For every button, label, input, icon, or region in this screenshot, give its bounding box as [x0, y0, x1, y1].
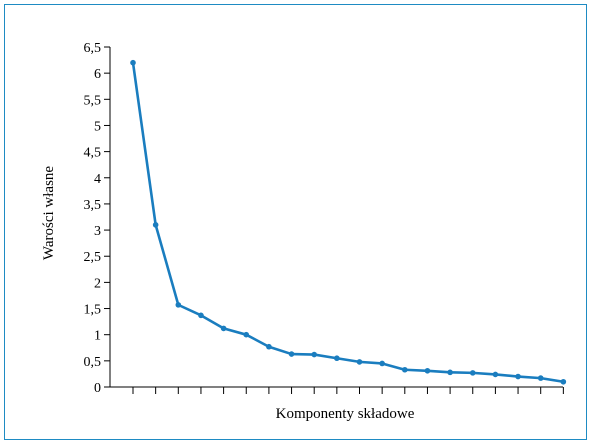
y-axis: 0 0,5 1 1,5 2 2,5 3 3,5 4 4,5 5 5,5 6 6,5 [84, 41, 111, 396]
data-point [356, 359, 363, 365]
data-point [288, 351, 295, 357]
y-tick-label: 4 [94, 172, 101, 187]
y-tick-label: 4,5 [84, 146, 102, 161]
data-point [402, 366, 408, 373]
chart-frame [4, 4, 587, 440]
y-tick-label: 0 [94, 381, 101, 396]
y-tick-label: 1 [94, 329, 101, 344]
y-tick-label: 2 [94, 276, 101, 291]
y-tick-label: 2,5 [84, 250, 102, 265]
data-point [175, 302, 182, 308]
data-point [379, 360, 385, 367]
data-point [198, 312, 204, 319]
y-tick-label: 1,5 [84, 303, 102, 318]
data-point [311, 351, 318, 358]
data-point [447, 369, 453, 376]
data-point [424, 367, 431, 374]
y-tick-label: 3 [94, 224, 101, 239]
x-axis [110, 386, 564, 394]
y-tick-label: 0,5 [84, 355, 102, 370]
x-axis-title: Komponenty składowe [276, 406, 415, 422]
data-point [515, 373, 521, 380]
y-tick-label: 6 [94, 67, 101, 82]
series-line [131, 62, 564, 384]
data-point [492, 371, 499, 378]
data-point [130, 59, 136, 66]
data-point [266, 343, 272, 350]
data-point [560, 378, 567, 385]
y-tick-label: 5,5 [84, 93, 102, 108]
data-point [537, 375, 544, 381]
series [130, 59, 567, 385]
data-point [334, 355, 340, 362]
y-axis-title: Warości własne [41, 166, 57, 261]
y-tick-label: 6,5 [84, 41, 102, 56]
data-point [469, 370, 476, 376]
data-point [243, 331, 250, 338]
y-tick-label: 3,5 [84, 198, 102, 213]
y-tick-label: 5 [94, 119, 101, 134]
data-point [152, 222, 159, 228]
data-point [220, 325, 227, 332]
